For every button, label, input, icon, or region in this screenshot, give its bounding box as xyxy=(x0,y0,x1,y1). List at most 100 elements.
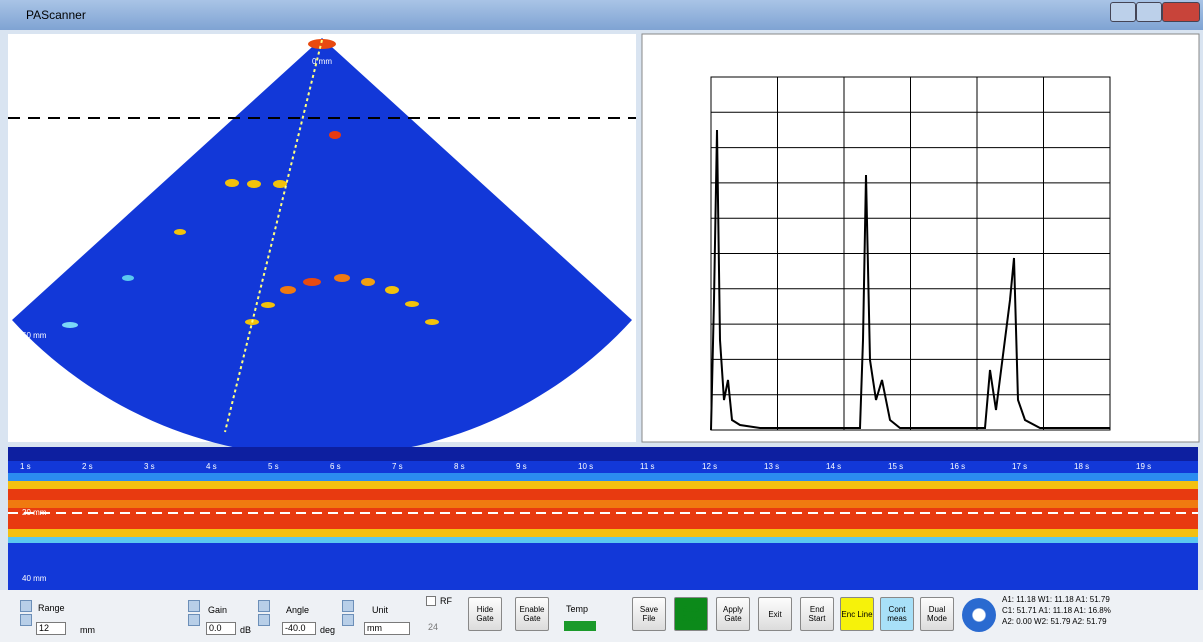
spin-up[interactable] xyxy=(20,600,32,612)
cont-meas-button[interactable]: Cont meas xyxy=(880,597,914,631)
bscan-time-label: 5 s xyxy=(268,462,279,471)
bscan-depth-label: 20 mm xyxy=(22,508,47,517)
ascan-db-label: 24.00 dB xyxy=(1138,143,1170,152)
ascan-db-label: 6.00 dB xyxy=(1142,355,1170,364)
bscan-time-label: 12 s xyxy=(702,462,717,471)
sscan-depth-label: 60 mm xyxy=(22,331,47,340)
bscan-time-label: 9 s xyxy=(516,462,527,471)
sscan-x-label: -20 mm xyxy=(208,57,235,66)
unit-select[interactable]: mm xyxy=(364,622,410,635)
range-field[interactable]: 12 xyxy=(36,622,66,635)
bscan-time-label: 1 s xyxy=(20,462,31,471)
sscan-x-label: 10 mm xyxy=(360,57,385,66)
sscan-x-label: -10 mm xyxy=(258,57,285,66)
sscan-x-label: 30 mm xyxy=(460,57,485,66)
bscan-depth-label: 40 mm xyxy=(22,574,47,583)
ascan-percent-label: 50.0 % xyxy=(669,249,694,258)
hide-gate-button[interactable]: Hide Gate xyxy=(468,597,502,631)
ascan-waveform xyxy=(710,129,1110,431)
title-bar: PAScanner xyxy=(0,0,1203,30)
ascan-percent-label: 90.0 % xyxy=(669,107,694,116)
spin-up[interactable] xyxy=(342,600,354,612)
ascan-percent-label: 10.0 % xyxy=(669,390,694,399)
unit-label: Unit xyxy=(372,605,389,615)
bscan-time-label: 19 s xyxy=(1136,462,1151,471)
temp-indicator xyxy=(564,621,596,631)
bscan-time-label: 2 s xyxy=(82,462,93,471)
sscan-x-label: 0 mm xyxy=(312,57,332,66)
bscan-time-label: 6 s xyxy=(330,462,341,471)
sscan-depth-label: 20 mm xyxy=(22,123,47,132)
bscan-time-label: 7 s xyxy=(392,462,403,471)
dual-mode-button[interactable]: Dual Mode xyxy=(920,597,954,631)
stop-scan-button[interactable]: Stop Scan xyxy=(674,597,708,631)
ascan-x-label: 50 mm xyxy=(928,57,953,66)
enc-line-button[interactable]: Enc Line xyxy=(840,597,874,631)
bscan-time-label: 15 s xyxy=(888,462,903,471)
ascan-x-label: 20 mm xyxy=(781,57,806,66)
exit-button[interactable]: Exit xyxy=(758,597,792,631)
spin-down[interactable] xyxy=(188,614,200,626)
angle-unit: deg xyxy=(320,625,336,635)
spin-down[interactable] xyxy=(20,614,32,626)
spin-down[interactable] xyxy=(342,614,354,626)
dac-label: DAC xyxy=(1169,57,1186,66)
ascan-db-label: 3.00 dB xyxy=(1142,390,1170,399)
spin-up[interactable] xyxy=(188,600,200,612)
sscan-depth-label: 30 mm xyxy=(22,175,47,184)
sscan-x-label: 50 mm xyxy=(560,57,585,66)
bscan-time-label: 16 s xyxy=(950,462,965,471)
sscan-x-label: -40 mm xyxy=(108,57,135,66)
bscan-time-label: 10 s xyxy=(578,462,593,471)
ascan-x-label: 60 mm xyxy=(977,57,1002,66)
ascan-x-label: 40 mm xyxy=(879,57,904,66)
status-readout: A1: 11.18 W1: 11.18 A1: 51.79 C1: 51.71 A… xyxy=(1002,594,1111,627)
enable-gate-button[interactable]: Enable Gate xyxy=(515,597,549,631)
ascan-percent-label: 40.0 % xyxy=(669,284,694,293)
save-file-button[interactable]: Save File xyxy=(632,597,666,631)
control-bar xyxy=(0,590,1203,642)
spin-up[interactable] xyxy=(258,600,270,612)
sscan-x-label: 40 mm xyxy=(510,57,535,66)
sscan-sector xyxy=(12,38,632,457)
ascan-percent-label: 20.0 % xyxy=(669,355,694,364)
gain-unit: dB xyxy=(240,625,252,635)
window-title: PAScanner xyxy=(26,8,86,22)
status-line: C1: 51.71 A1: 11.18 A1: 16.8% xyxy=(1002,606,1111,615)
ascan-db-label: 12.00 dB xyxy=(1138,284,1170,293)
temp-label: Temp xyxy=(566,604,589,614)
bscan-time-label: 11 s xyxy=(640,462,655,471)
bscan-time-label: 17 s xyxy=(1012,462,1027,471)
ascan-percent-label: 60.0 % xyxy=(669,213,694,222)
rf-label: RF xyxy=(440,596,452,606)
end-start-button[interactable]: End Start xyxy=(800,597,834,631)
apply-gate-button[interactable]: Apply Gate xyxy=(716,597,750,631)
ascan-percent-label: 80.0 % xyxy=(669,143,694,152)
ascan-percent-label: 0.0 % xyxy=(674,425,694,434)
minimize-button[interactable] xyxy=(1110,2,1136,22)
gain-field[interactable]: 0.0 xyxy=(206,622,236,635)
ascan-percent-label: 30.0 % xyxy=(669,319,694,328)
sscan-depth-label: 10 mm xyxy=(22,71,47,80)
ascan-x-label: 30 mm xyxy=(830,57,855,66)
sscan-x-label: -30 mm xyxy=(158,57,185,66)
range-label: Range xyxy=(38,603,65,613)
spin-down[interactable] xyxy=(258,614,270,626)
sscan-x-label: 20 mm xyxy=(410,57,435,66)
sscan-depth-label: 70 mm xyxy=(22,383,47,392)
beam-line xyxy=(224,39,323,433)
sscan-x-label: -60 mm xyxy=(8,57,35,66)
gain-label: Gain xyxy=(208,605,228,615)
maximize-button[interactable] xyxy=(1136,2,1162,22)
bscan-time-label: 4 s xyxy=(206,462,217,471)
settings-icon[interactable] xyxy=(962,598,996,632)
close-button[interactable] xyxy=(1162,2,1200,22)
ascan-x-label: 80 mm xyxy=(1075,57,1100,66)
angle-field[interactable]: -40.0 xyxy=(282,622,316,635)
status-line: A2: 0.00 W2: 51.79 A2: 51.79 xyxy=(1002,617,1107,626)
ascan-x-label: 70 mm xyxy=(1026,57,1051,66)
rf-checkbox[interactable] xyxy=(426,596,436,606)
sscan-depth-label: 80 mm xyxy=(22,435,47,444)
